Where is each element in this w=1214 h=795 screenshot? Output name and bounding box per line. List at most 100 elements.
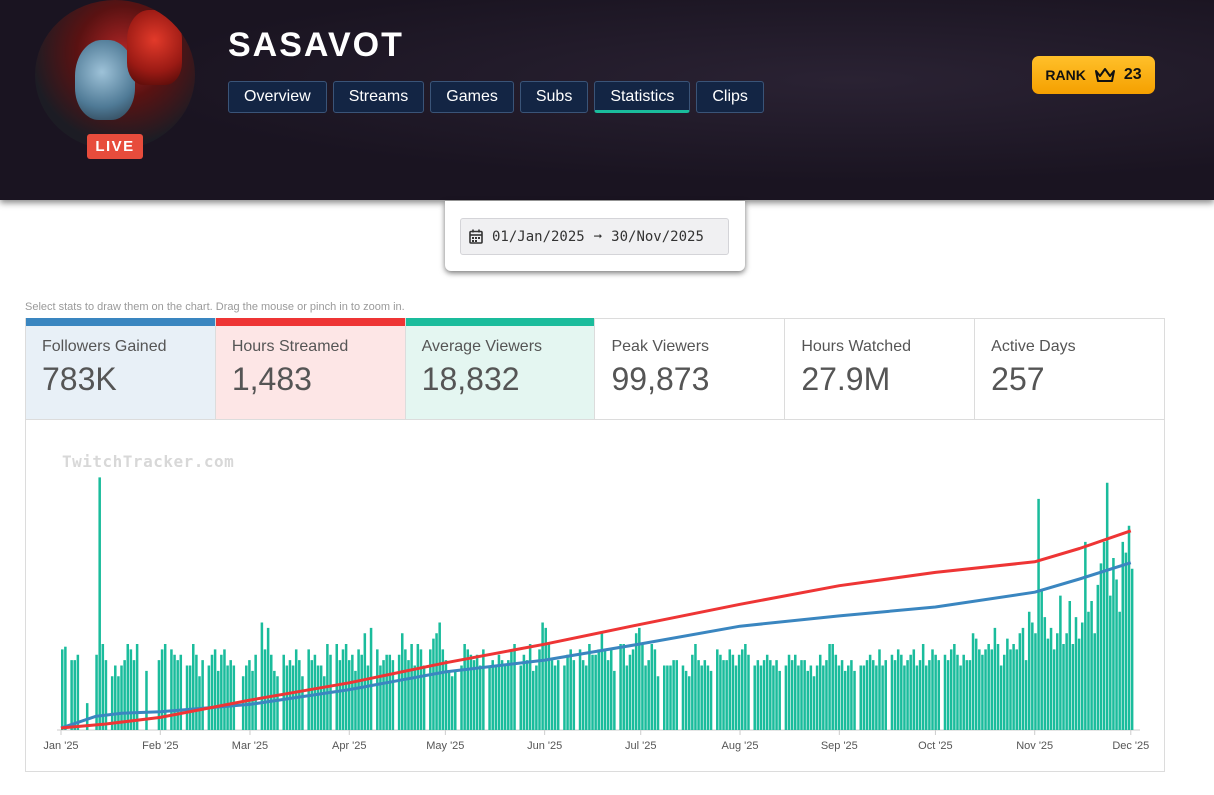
stats-chart[interactable]: Jan '25 Feb '25 Mar '25 Apr '25 May '25 Jun '… xyxy=(25,420,1165,772)
bar-average-viewers xyxy=(600,633,604,730)
bar-average-viewers xyxy=(438,622,441,730)
bar-average-viewers xyxy=(1040,590,1043,730)
bar-average-viewers xyxy=(510,649,513,731)
stat-average-viewers[interactable]: Average Viewers 18,832 xyxy=(405,318,596,419)
bar-average-viewers xyxy=(363,633,367,730)
bar-average-viewers xyxy=(566,654,569,730)
bar-average-viewers xyxy=(603,649,607,731)
stat-followers-gained[interactable]: Followers Gained 783K xyxy=(26,318,216,419)
tab-games[interactable]: Games xyxy=(430,81,514,113)
stat-peak-viewers[interactable]: Peak Viewers 99,873 xyxy=(595,319,786,419)
x-tick-label: May '25 xyxy=(426,740,464,752)
bar-average-viewers xyxy=(220,654,223,730)
bar-average-viewers xyxy=(790,660,794,731)
stat-color-bar xyxy=(215,318,405,326)
stat-hours-watched[interactable]: Hours Watched 27.9M xyxy=(785,319,976,419)
bar-average-viewers xyxy=(547,644,551,730)
date-range-picker[interactable]: 01/Jan/2025 ➞ 30/Nov/2025 xyxy=(460,218,729,255)
bar-average-viewers xyxy=(429,649,432,731)
bar-average-viewers xyxy=(385,654,388,730)
bar-average-viewers xyxy=(213,649,217,731)
bar-average-viewers xyxy=(1080,622,1084,730)
bar-average-viewers xyxy=(491,660,494,731)
bar-average-viewers xyxy=(1027,611,1031,730)
stat-active-days[interactable]: Active Days 257 xyxy=(975,319,1164,419)
bar-average-viewers xyxy=(647,660,650,731)
x-tick-label: Jan '25 xyxy=(43,740,78,752)
bar-average-viewers xyxy=(1018,633,1022,730)
bar-average-viewers xyxy=(716,649,719,731)
bar-average-viewers xyxy=(207,665,211,730)
bar-average-viewers xyxy=(818,654,822,730)
avatar-mask xyxy=(127,10,182,85)
bar-average-viewers xyxy=(812,676,816,730)
bar-average-viewers xyxy=(513,644,516,730)
bar-average-viewers xyxy=(756,660,760,731)
bar-average-viewers xyxy=(694,644,697,730)
bar-average-viewers xyxy=(843,670,847,731)
bar-average-viewers xyxy=(541,622,544,730)
bar-average-viewers xyxy=(840,660,844,731)
bar-average-viewers xyxy=(528,644,532,730)
bar-average-viewers xyxy=(859,665,863,730)
bar-average-viewers xyxy=(163,644,167,730)
bar-average-viewers xyxy=(900,654,903,730)
bar-average-viewers xyxy=(681,665,685,730)
bar-average-viewers xyxy=(1077,638,1081,731)
bar-average-viewers xyxy=(778,670,781,731)
bar-average-viewers xyxy=(744,644,747,730)
bar-average-viewers xyxy=(1012,644,1015,730)
stat-value: 783K xyxy=(42,361,117,397)
bar-average-viewers xyxy=(1115,579,1118,730)
tab-overview[interactable]: Overview xyxy=(228,81,327,113)
bar-average-viewers xyxy=(868,654,872,730)
avatar[interactable] xyxy=(35,0,195,150)
bar-average-viewers xyxy=(631,649,635,731)
tab-clips[interactable]: Clips xyxy=(696,81,764,113)
bar-average-viewers xyxy=(488,665,491,730)
bar-average-viewers xyxy=(344,644,348,730)
bar-average-viewers xyxy=(865,660,869,731)
bar-average-viewers xyxy=(815,665,819,730)
bar-average-viewers xyxy=(937,660,941,731)
stat-value: 99,873 xyxy=(611,361,710,397)
bar-average-viewers xyxy=(76,654,80,730)
bar-average-viewers xyxy=(85,703,89,731)
bar-average-viewers xyxy=(132,660,136,731)
stat-value: 27.9M xyxy=(801,361,891,397)
date-range-card: 01/Jan/2025 ➞ 30/Nov/2025 xyxy=(445,201,745,271)
bar-average-viewers xyxy=(585,665,588,730)
bar-average-viewers xyxy=(192,644,195,730)
tab-subs[interactable]: Subs xyxy=(519,81,589,113)
bar-average-viewers xyxy=(797,665,800,730)
date-start: 01/Jan/2025 xyxy=(492,228,585,245)
bar-average-viewers xyxy=(117,676,120,730)
bar-average-viewers xyxy=(176,660,179,731)
bar-average-viewers xyxy=(179,654,183,730)
bar-average-viewers xyxy=(98,477,101,731)
bar-average-viewers xyxy=(934,654,937,730)
bar-average-viewers xyxy=(266,627,270,731)
rank-badge[interactable]: RANK 23 xyxy=(1032,56,1155,94)
bar-average-viewers xyxy=(759,665,763,730)
bar-average-viewers xyxy=(391,660,395,731)
bar-average-viewers xyxy=(853,670,856,731)
tab-statistics[interactable]: Statistics xyxy=(594,81,691,113)
bar-average-viewers xyxy=(126,644,130,730)
live-badge[interactable]: LIVE xyxy=(87,134,143,159)
stat-hours-streamed[interactable]: Hours Streamed 1,483 xyxy=(215,318,406,419)
bar-average-viewers xyxy=(588,644,591,730)
bar-average-viewers xyxy=(787,654,791,730)
bar-average-viewers xyxy=(672,660,675,731)
bar-average-viewers xyxy=(1093,633,1096,730)
x-tick-label: Sep '25 xyxy=(821,740,858,752)
bar-average-viewers xyxy=(1071,644,1075,730)
bar-average-viewers xyxy=(400,633,404,730)
x-tick-label: Mar '25 xyxy=(232,740,268,752)
bar-average-viewers xyxy=(987,644,990,730)
bar-average-viewers xyxy=(432,638,435,731)
tab-streams[interactable]: Streams xyxy=(332,81,425,113)
bar-average-viewers xyxy=(478,665,482,730)
rank-value: 23 xyxy=(1123,66,1142,83)
bar-average-viewers xyxy=(765,654,769,730)
